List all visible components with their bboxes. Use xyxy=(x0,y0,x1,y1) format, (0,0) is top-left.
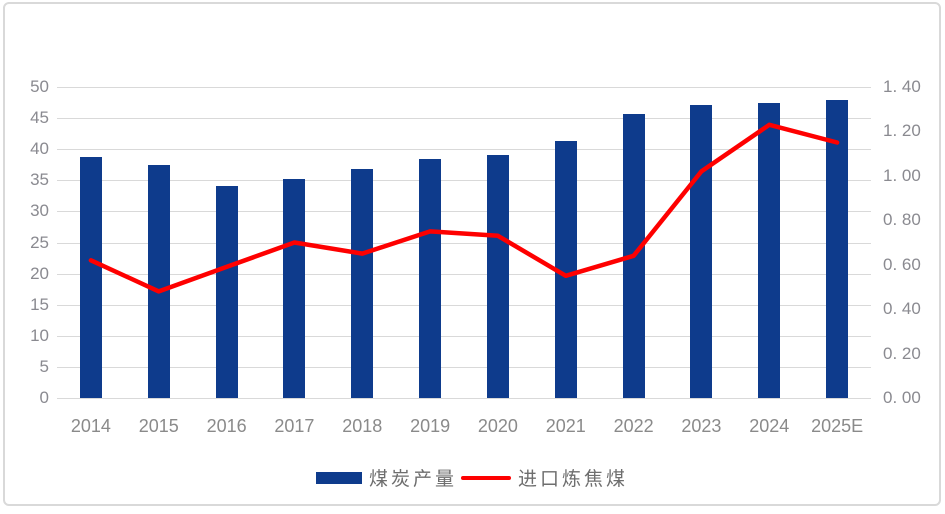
y-tick-left: 20 xyxy=(30,263,49,283)
y-tick-left: 15 xyxy=(30,294,49,314)
x-tick-2018: 2018 xyxy=(342,416,383,436)
gridline xyxy=(57,335,871,337)
bar-2019 xyxy=(419,158,442,398)
x-tick-2023: 2023 xyxy=(681,416,722,436)
bar-2014 xyxy=(79,157,102,398)
y-tick-right: 1. 00 xyxy=(883,165,921,185)
y-tick-left: 35 xyxy=(30,170,49,190)
gridline xyxy=(57,180,871,182)
x-tick-2022: 2022 xyxy=(613,416,654,436)
x-tick-2016: 2016 xyxy=(206,416,247,436)
y-tick-right: 0. 80 xyxy=(883,210,921,230)
bar-2020 xyxy=(486,155,509,398)
gridline xyxy=(57,211,871,213)
bar-2018 xyxy=(351,169,374,398)
gridline xyxy=(57,149,871,151)
bar-2015 xyxy=(147,164,170,399)
bar-2017 xyxy=(283,179,306,398)
x-tick-2020: 2020 xyxy=(477,416,518,436)
y-tick-left: 50 xyxy=(30,77,49,96)
gridline xyxy=(57,304,871,306)
gridline xyxy=(57,242,871,244)
bar-2024 xyxy=(758,102,781,398)
y-tick-left: 0 xyxy=(39,388,49,407)
legend: 煤炭产量 进口炼焦煤 xyxy=(5,464,939,491)
bar-2021 xyxy=(554,141,577,398)
bar-2022 xyxy=(622,114,645,398)
y-tick-right: 1. 40 xyxy=(883,77,921,96)
plot-area: 50 45 40 35 30 25 20 15 10 5 0 1. 40 1. 20 1. 00 0. 8… xyxy=(5,4,939,504)
y-tick-right: 0. 60 xyxy=(883,254,921,274)
bar-2016 xyxy=(215,185,238,398)
x-tick-2015: 2015 xyxy=(138,416,179,436)
y-tick-left: 30 xyxy=(30,201,49,221)
x-tick-2017: 2017 xyxy=(274,416,315,436)
legend-label-coal-production: 煤炭产量 xyxy=(368,468,457,490)
legend-label-imported-coking-coal: 进口炼焦煤 xyxy=(518,468,629,490)
y-tick-right: 1. 20 xyxy=(883,121,921,141)
legend-bar-swatch xyxy=(315,471,362,484)
gridline xyxy=(57,87,871,88)
gridline xyxy=(57,273,871,275)
y-tick-left: 5 xyxy=(39,356,49,376)
legend-item-imported-coking-coal: 进口炼焦煤 xyxy=(461,464,628,491)
gridline xyxy=(57,118,871,120)
y-tick-left: 25 xyxy=(30,232,49,252)
chart-card: 50 45 40 35 30 25 20 15 10 5 0 1. 40 1. 20 1. 00 0. 8… xyxy=(3,2,941,506)
bar-2025E xyxy=(826,100,849,398)
x-tick-2021: 2021 xyxy=(545,416,586,436)
x-tick-2014: 2014 xyxy=(70,416,111,436)
y-tick-left: 45 xyxy=(30,108,49,128)
x-tick-2025E: 2025E xyxy=(811,416,864,436)
gridline xyxy=(57,366,871,368)
legend-line-swatch xyxy=(461,475,511,480)
y-tick-right: 0. 20 xyxy=(883,343,921,363)
gridline xyxy=(57,398,871,399)
y-tick-left: 40 xyxy=(30,139,49,159)
x-tick-2024: 2024 xyxy=(749,416,790,436)
y-tick-left: 10 xyxy=(30,325,49,345)
y-tick-right: 0. 40 xyxy=(883,299,921,319)
bar-2023 xyxy=(690,105,713,398)
legend-item-coal-production: 煤炭产量 xyxy=(315,464,457,491)
line-layer xyxy=(88,122,840,294)
y-tick-right: 0. 00 xyxy=(883,388,921,407)
x-tick-2019: 2019 xyxy=(410,416,451,436)
